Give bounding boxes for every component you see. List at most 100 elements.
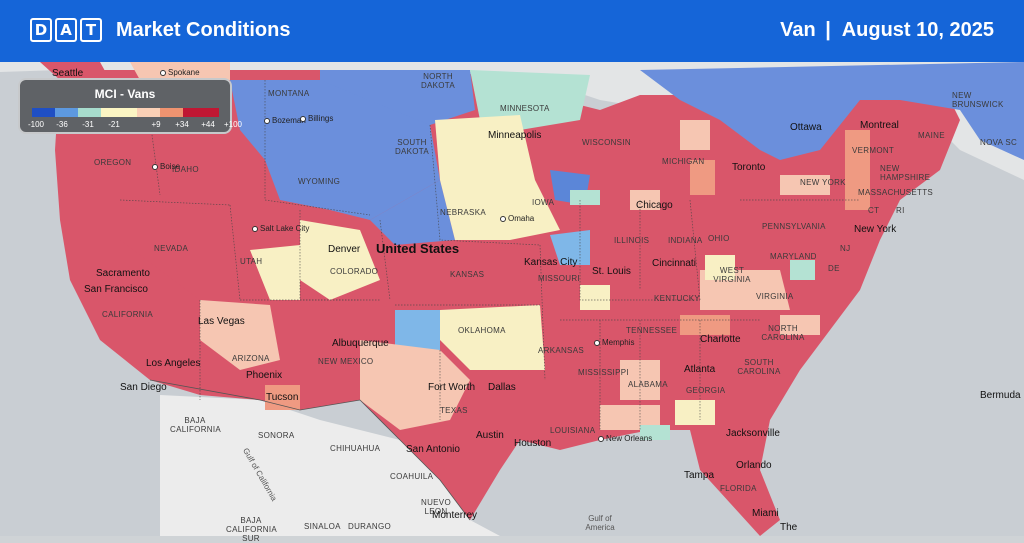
- state-label: VERMONT: [852, 146, 895, 155]
- legend-swatch: [32, 108, 55, 117]
- city-label: Ottawa: [790, 122, 822, 133]
- state-label: MINNESOTA: [500, 104, 550, 113]
- country-border: [149, 379, 471, 521]
- state-label: NEBRASKA: [440, 208, 486, 217]
- city-label: Austin: [476, 430, 504, 441]
- region-wv-yellow: [705, 255, 735, 280]
- state-label: NORTH CAROLINA: [761, 324, 805, 342]
- region-arizona-peach: [200, 300, 280, 370]
- state-label: WYOMING: [298, 177, 341, 186]
- state-label: NORTH DAKOTA: [420, 72, 456, 90]
- city-label: San Diego: [120, 382, 167, 393]
- state-label: NEW HAMPSHIRE: [880, 164, 931, 182]
- legend-tick: +44: [201, 120, 215, 129]
- state-label: COLORADO: [330, 267, 379, 276]
- state-label: KANSAS: [450, 270, 485, 279]
- city-label: Cincinnati: [652, 258, 696, 269]
- legend-swatch: [78, 108, 101, 117]
- city-label: Spokane: [160, 68, 200, 77]
- region-spokane-peach: [130, 62, 230, 80]
- legend-tick: +34: [175, 120, 189, 129]
- city-label: The: [780, 522, 798, 533]
- legend-tick: -31: [82, 120, 94, 129]
- state-label: SONORA: [258, 431, 295, 440]
- city-label: Seattle: [52, 68, 84, 79]
- equipment-type: Van: [780, 19, 816, 41]
- city-label: Phoenix: [246, 370, 283, 381]
- state-label: TEXAS: [440, 406, 468, 415]
- logo-letter: A: [55, 18, 77, 42]
- page-title: Market Conditions: [116, 19, 291, 41]
- state-label: WEST VIRGINIA: [713, 266, 751, 284]
- region-florida-teal: [640, 425, 670, 440]
- region-chicago-peach: [630, 190, 660, 210]
- region-nc-peach: [780, 315, 820, 335]
- state-label: NEW MEXICO: [318, 357, 374, 366]
- city-label: Toronto: [732, 162, 766, 173]
- region-midwest-yellow: [435, 115, 560, 240]
- state-label: CHIHUAHUA: [330, 444, 381, 453]
- city-label: Tampa: [684, 470, 715, 481]
- state-label: INDIANA: [668, 236, 703, 245]
- legend-tick: -21: [108, 120, 120, 129]
- legend-tick: +9: [151, 120, 161, 129]
- region-nebraska-blue: [370, 180, 455, 245]
- state-label: WISCONSIN: [582, 138, 631, 147]
- region-minnesota-teal: [470, 70, 590, 130]
- city-label: San Francisco: [84, 284, 148, 295]
- state-label: MONTANA: [268, 89, 310, 98]
- title-separator: |: [825, 19, 831, 41]
- logo-letter: T: [80, 18, 102, 42]
- state-label: RI: [896, 206, 905, 215]
- legend-color-bar: [32, 108, 219, 117]
- legend-swatch: [137, 108, 160, 117]
- state-label: NJ: [840, 244, 851, 253]
- city-label: Denver: [328, 244, 361, 255]
- city-label: Bermuda: [980, 390, 1021, 401]
- state-label: OKLAHOMA: [458, 326, 506, 335]
- city-label: Atlanta: [684, 364, 716, 375]
- city-label: Salt Lake City: [252, 224, 309, 233]
- city-label: Monterrey: [432, 510, 478, 521]
- city-label: St. Louis: [592, 266, 631, 277]
- city-label: Sacramento: [96, 268, 150, 279]
- city-label: Kansas City: [524, 257, 578, 268]
- region-maryland-teal: [790, 260, 815, 280]
- state-label: CT: [868, 206, 880, 215]
- state-label: IOWA: [532, 198, 555, 207]
- region-vermont-coral: [845, 130, 870, 210]
- region-oklahoma-yellow: [440, 305, 545, 370]
- city-label: Las Vegas: [198, 316, 245, 327]
- legend-tick: -36: [56, 120, 68, 129]
- region-montana-blue: [230, 80, 440, 220]
- city-label: Miami: [752, 508, 779, 519]
- city-label: Orlando: [736, 460, 772, 471]
- region-michigan-peach: [680, 120, 710, 150]
- state-label: BAJA CALIFORNIA: [170, 416, 222, 434]
- city-label: Billings: [300, 114, 333, 123]
- state-label: ARIZONA: [232, 354, 270, 363]
- state-label: NEVADA: [154, 244, 189, 253]
- region-michigan-coral: [690, 160, 715, 195]
- city-label: Minneapolis: [488, 130, 542, 141]
- region-wisconsin-teal: [570, 190, 600, 205]
- dat-logo: D A T: [30, 18, 102, 42]
- state-label: CALIFORNIA: [102, 310, 154, 319]
- region-gulf-peach: [600, 405, 660, 430]
- city-label: Houston: [514, 438, 552, 449]
- city-label: Fort Worth: [428, 382, 476, 393]
- state-label: OREGON: [94, 158, 132, 167]
- state-label: MARYLAND: [770, 252, 817, 261]
- state-label: PENNSYLVANIA: [762, 222, 826, 231]
- legend-title: MCI - Vans: [94, 87, 156, 101]
- city-label: Los Angeles: [146, 358, 201, 369]
- state-label: IDAHO: [172, 165, 199, 174]
- report-date: August 10, 2025: [841, 19, 994, 41]
- city-label: Chicago: [636, 200, 673, 211]
- state-label: DURANGO: [348, 522, 391, 531]
- water-label: Gulf of America: [585, 514, 615, 532]
- state-label: FLORIDA: [720, 484, 757, 493]
- legend-swatch: [160, 108, 183, 117]
- region-nevada-red-outline: [120, 200, 230, 300]
- state-label: NOVA SC: [980, 138, 1018, 147]
